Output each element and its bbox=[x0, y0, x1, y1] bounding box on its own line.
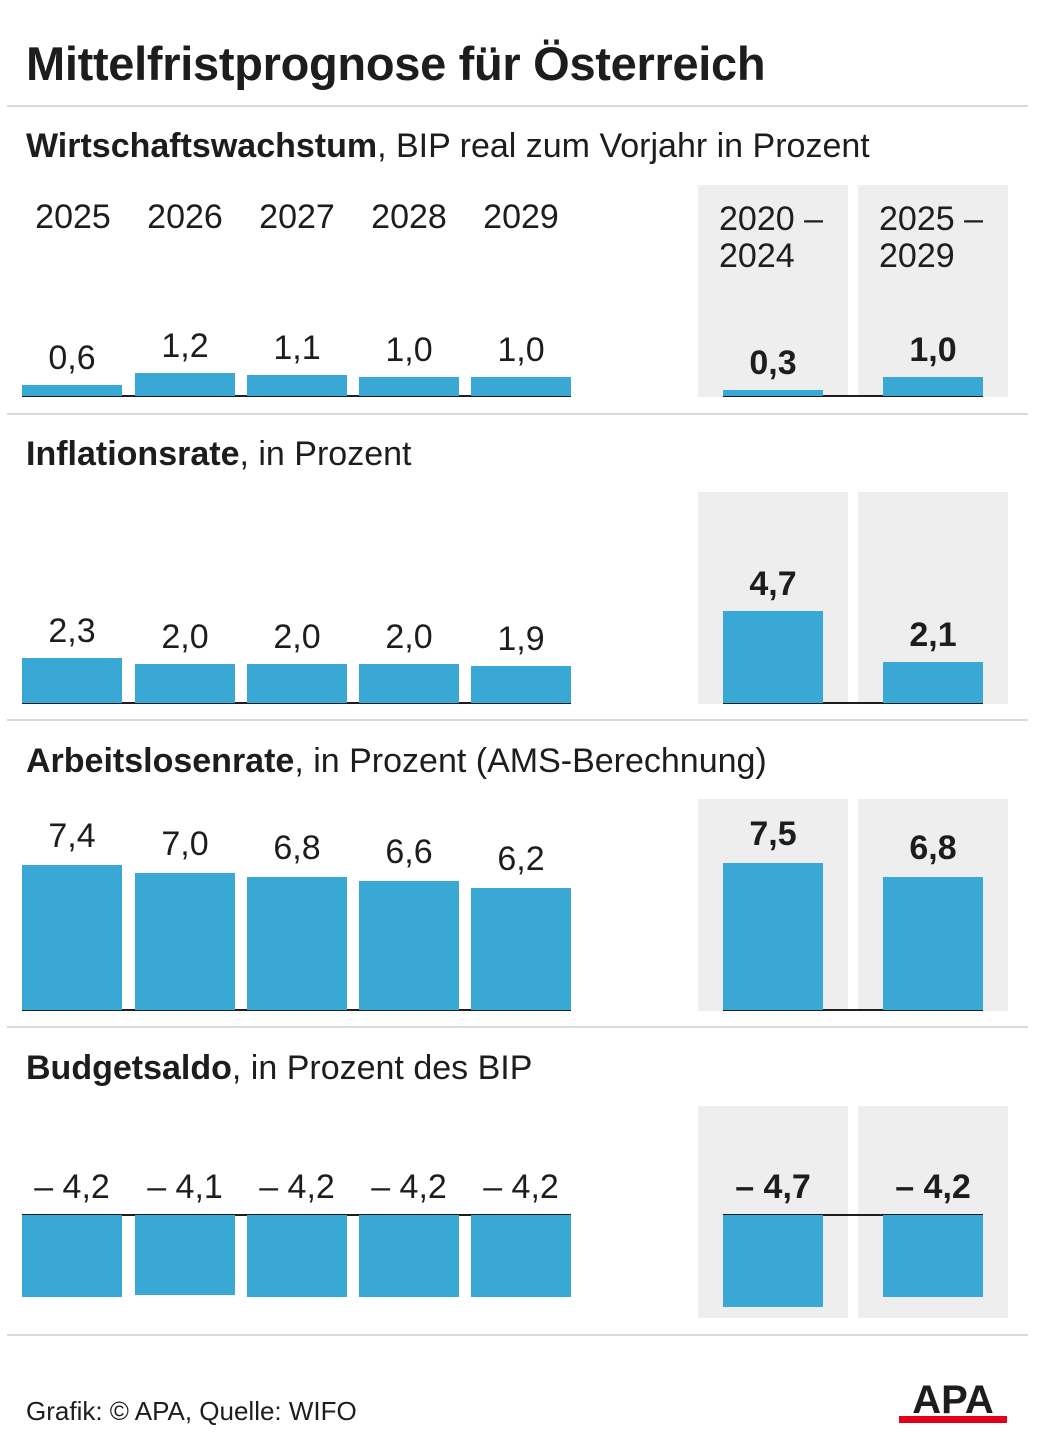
baseline bbox=[723, 395, 983, 397]
section-title: Inflationsrate, in Prozent bbox=[26, 435, 411, 474]
average-period-label: 2025 – 2029 bbox=[879, 200, 983, 275]
bar-value-label: 6,2 bbox=[497, 840, 545, 879]
baseline bbox=[22, 395, 571, 397]
year-label: 2025 bbox=[35, 198, 111, 236]
bar bbox=[247, 375, 347, 396]
average-bar bbox=[883, 377, 983, 396]
average-bar bbox=[883, 661, 983, 703]
bar bbox=[135, 1215, 235, 1296]
section-divider bbox=[7, 105, 1028, 107]
section-divider bbox=[7, 413, 1028, 415]
section-title-bold: Wirtschaftswachstum bbox=[26, 127, 378, 165]
bar bbox=[359, 1215, 459, 1298]
average-period-label: 2020 – 2024 bbox=[719, 200, 823, 275]
bar-value-label: 1,9 bbox=[497, 619, 545, 658]
bar bbox=[22, 384, 122, 396]
bar-value-label: – 4,2 bbox=[371, 1168, 447, 1206]
average-panel bbox=[698, 185, 848, 397]
bar-value-label: – 4,1 bbox=[147, 1168, 223, 1206]
bar-value-label: 6,6 bbox=[385, 832, 433, 871]
bar bbox=[471, 665, 571, 703]
section-title: Arbeitslosenrate, in Prozent (AMS-Berech… bbox=[26, 742, 767, 781]
average-value-label: 6,8 bbox=[909, 828, 957, 867]
average-value-label: 2,1 bbox=[909, 615, 957, 654]
year-label: 2026 bbox=[147, 198, 223, 236]
bar bbox=[135, 373, 235, 396]
bar bbox=[247, 1215, 347, 1298]
average-value-label: 1,0 bbox=[909, 331, 957, 369]
bar bbox=[359, 663, 459, 703]
bar bbox=[359, 377, 459, 396]
bar bbox=[247, 663, 347, 703]
average-value-label: 4,7 bbox=[749, 564, 797, 603]
average-bar bbox=[723, 390, 823, 396]
bar-value-label: – 4,2 bbox=[259, 1168, 335, 1206]
baseline bbox=[22, 1009, 571, 1011]
average-panel bbox=[858, 185, 1008, 397]
year-label: 2027 bbox=[259, 198, 335, 236]
bar bbox=[22, 864, 122, 1010]
bar bbox=[359, 880, 459, 1010]
section-title-rest: , BIP real zum Vorjahr in Prozent bbox=[377, 127, 870, 165]
apa-logo: APA bbox=[897, 1378, 1009, 1424]
baseline bbox=[723, 702, 983, 704]
source-credit: Grafik: © APA, Quelle: WIFO bbox=[26, 1396, 357, 1426]
section-title-bold: Arbeitslosenrate bbox=[26, 742, 295, 780]
baseline bbox=[723, 1214, 983, 1216]
section-divider bbox=[7, 719, 1028, 721]
bar-value-label: 6,8 bbox=[273, 828, 321, 867]
bar bbox=[471, 377, 571, 396]
section-divider bbox=[7, 1026, 1028, 1028]
bar bbox=[135, 663, 235, 703]
year-label: 2029 bbox=[483, 198, 559, 236]
average-value-label: – 4,2 bbox=[895, 1168, 971, 1206]
baseline bbox=[22, 702, 571, 704]
baseline bbox=[723, 1009, 983, 1011]
bar-value-label: 2,0 bbox=[385, 617, 433, 656]
section-divider bbox=[7, 1334, 1028, 1336]
bar-value-label: 1,1 bbox=[273, 329, 321, 368]
bar-value-label: 1,2 bbox=[161, 327, 209, 366]
bar-value-label: 2,3 bbox=[48, 611, 96, 650]
bar bbox=[135, 872, 235, 1010]
bar bbox=[471, 1215, 571, 1298]
bar-value-label: 1,0 bbox=[385, 331, 433, 369]
average-value-label: – 4,7 bbox=[735, 1168, 811, 1206]
bar-value-label: 0,6 bbox=[48, 338, 96, 377]
section-title: Wirtschaftswachstum, BIP real zum Vorjah… bbox=[26, 127, 870, 166]
bar-value-label: 2,0 bbox=[161, 617, 209, 656]
average-value-label: 0,3 bbox=[749, 344, 797, 383]
average-bar bbox=[723, 1215, 823, 1308]
page-title: Mittelfristprognose für Österreich bbox=[26, 37, 766, 90]
average-bar bbox=[883, 876, 983, 1010]
section-title: Budgetsaldo, in Prozent des BIP bbox=[26, 1049, 532, 1088]
logo-text: APA bbox=[912, 1380, 993, 1422]
bar-value-label: – 4,2 bbox=[34, 1168, 110, 1206]
bar-value-label: 7,4 bbox=[48, 816, 96, 855]
section-title-rest: , in Prozent (AMS-Berechnung) bbox=[294, 742, 767, 780]
bar bbox=[22, 1215, 122, 1298]
average-bar bbox=[883, 1215, 983, 1298]
average-bar bbox=[723, 610, 823, 703]
bar-value-label: 7,0 bbox=[161, 824, 209, 863]
bar-value-label: 2,0 bbox=[273, 617, 321, 656]
section-title-rest: , in Prozent des BIP bbox=[231, 1049, 533, 1087]
bar bbox=[247, 876, 347, 1010]
year-label: 2028 bbox=[371, 198, 447, 236]
section-title-rest: , in Prozent bbox=[239, 435, 412, 473]
average-value-label: 7,5 bbox=[749, 815, 797, 853]
bar bbox=[22, 657, 122, 703]
section-title-bold: Inflationsrate bbox=[26, 435, 240, 473]
bar bbox=[471, 888, 571, 1010]
bar-value-label: – 4,2 bbox=[483, 1168, 559, 1206]
section-title-bold: Budgetsaldo bbox=[26, 1049, 232, 1087]
bar-value-label: 1,0 bbox=[497, 331, 545, 369]
average-bar bbox=[723, 863, 823, 1010]
